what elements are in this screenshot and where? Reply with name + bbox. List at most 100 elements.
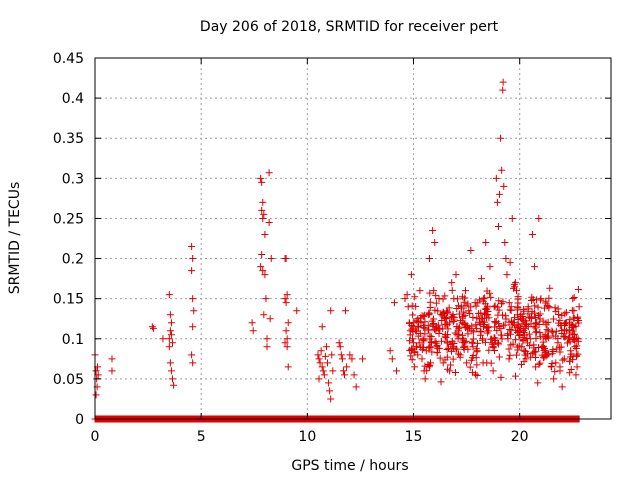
data-point [293,307,301,315]
data-point [432,299,440,307]
data-point [315,355,323,363]
data-point [437,378,445,386]
data-point [449,355,457,363]
data-point [425,326,433,334]
data-point [472,302,480,310]
data-point [190,307,198,315]
data-point [569,331,577,339]
data-point [319,367,327,375]
data-point [492,174,500,182]
data-point [523,334,531,342]
data-point [476,327,484,335]
y-axis: 0 0.05 0.1 0.15 0.2 0.25 0.3 0.35 0.4 0.45 [53,51,611,428]
data-point [559,356,567,364]
data-point [483,314,491,322]
data-point [517,310,525,318]
data-point [460,308,468,316]
data-point [532,354,540,362]
data-point [259,198,267,206]
data-point [488,340,496,348]
data-point [284,319,292,327]
data-point [283,335,291,343]
data-point [430,287,438,295]
data-point [524,339,532,347]
grid [95,58,611,419]
data-point [424,360,432,368]
y-tick-label: 0 [75,412,84,428]
data-point [416,329,424,337]
data-point [167,367,175,375]
data-point [350,371,358,379]
data-point [450,340,458,348]
data-point [556,363,564,371]
data-point [410,318,418,326]
data-point [189,359,197,367]
data-point [505,355,513,363]
data-point [424,322,432,330]
data-point [92,391,100,399]
data-point [532,334,540,342]
data-point [265,218,273,226]
data-point [466,363,474,371]
data-point [546,284,554,292]
data-point [461,294,469,302]
data-point [448,286,456,294]
data-point [283,291,291,299]
data-point [166,327,174,335]
data-point [508,214,516,222]
data-point [169,339,177,347]
data-point [417,314,425,322]
data-point [463,359,471,367]
data-point [316,359,324,367]
data-point [108,367,116,375]
data-point [460,345,468,353]
data-point [418,355,426,363]
data-point [486,263,494,271]
data-point [520,347,528,355]
data-point [408,347,416,355]
data-point [451,329,459,337]
data-point [454,350,462,358]
data-point [513,306,521,314]
data-point [566,338,574,346]
data-point [567,350,575,358]
data-point [327,395,335,403]
x-axis: 0 5 10 15 20 [91,58,529,445]
data-point [511,372,519,380]
data-point [159,335,167,343]
data-point [482,239,490,247]
data-point [451,369,459,377]
data-point [258,251,266,259]
data-point [498,311,506,319]
data-point [481,300,489,308]
data-point [443,353,451,361]
data-point [328,351,336,359]
data-point [552,308,560,316]
data-point [544,318,552,326]
data-point [454,302,462,310]
data-point [258,178,266,186]
data-point [515,342,523,350]
data-point [166,359,174,367]
data-point [542,334,550,342]
data-point [540,353,548,361]
data-point [477,275,485,283]
data-point [444,365,452,373]
data-point [473,314,481,322]
data-point [418,343,426,351]
data-point [420,337,428,345]
data-point [248,319,256,327]
data-point [507,306,515,314]
data-point [169,375,177,383]
data-point [536,315,544,323]
data-point [473,371,481,379]
data-point [337,351,345,359]
data-point [497,373,505,381]
data-point [436,354,444,362]
data-point [572,352,580,360]
data-point [575,303,583,311]
data-point [573,363,581,371]
data-point [495,340,503,348]
data-point [421,362,429,370]
data-point [500,182,508,190]
